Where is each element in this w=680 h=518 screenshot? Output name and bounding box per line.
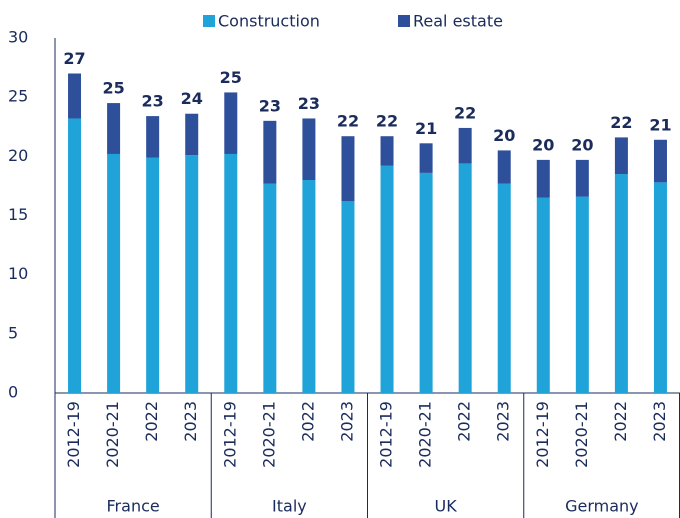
y-tick-label: 30 <box>8 28 28 47</box>
bar-segment <box>107 153 121 393</box>
total-label: 22 <box>454 103 476 122</box>
total-label: 20 <box>532 135 554 154</box>
bar-segment <box>653 139 667 183</box>
y-tick-label: 20 <box>8 146 28 165</box>
x-tick-label: 2022 <box>611 401 630 442</box>
group-label: Germany <box>565 497 639 516</box>
bar-segment <box>497 183 511 393</box>
x-tick-label: 2012-19 <box>533 401 552 468</box>
y-tick-label: 10 <box>8 264 28 283</box>
total-label: 22 <box>337 112 359 131</box>
bar-segment <box>224 92 238 154</box>
bar-segment <box>107 103 121 154</box>
total-label: 23 <box>142 92 164 111</box>
total-label: 21 <box>649 115 671 134</box>
y-tick-label: 5 <box>8 323 18 342</box>
total-label: 25 <box>102 79 124 98</box>
total-label: 20 <box>493 126 515 145</box>
group-label: France <box>107 497 160 516</box>
x-tick-label: 2022 <box>142 401 161 442</box>
x-tick-label: 2020-21 <box>103 401 122 468</box>
bar-segment <box>302 180 316 393</box>
bar-segment <box>575 196 589 393</box>
y-tick-label: 25 <box>8 87 28 106</box>
x-tick-label: 2012-19 <box>377 401 396 468</box>
bar-segment <box>302 118 316 180</box>
x-tick-label: 2012-19 <box>220 401 239 468</box>
bar-segment <box>341 136 355 202</box>
x-tick-label: 2020-21 <box>259 401 278 468</box>
bar-segment <box>68 73 82 119</box>
x-tick-label: 2023 <box>337 401 356 442</box>
bar-segment <box>653 182 667 393</box>
total-label: 24 <box>181 89 203 108</box>
bar-segment <box>185 155 199 393</box>
bar-segment <box>536 159 550 198</box>
bar-segment <box>536 197 550 393</box>
bar-segment <box>419 172 433 393</box>
bar-segment <box>224 153 238 393</box>
total-label: 27 <box>63 49 85 68</box>
x-tick-label: 2020-21 <box>416 401 435 468</box>
bar-segment <box>458 163 472 393</box>
total-label: 21 <box>415 119 437 138</box>
total-label: 22 <box>610 113 632 132</box>
y-tick-label: 0 <box>8 383 18 402</box>
x-tick-label: 2012-19 <box>64 401 83 468</box>
bar-segment <box>146 157 160 393</box>
x-tick-label: 2022 <box>455 401 474 442</box>
legend-label: Construction <box>218 12 320 31</box>
bar-segment <box>380 165 394 393</box>
bar-segment <box>614 174 628 393</box>
y-tick-label: 15 <box>8 205 28 224</box>
bar-segment <box>497 150 511 184</box>
x-tick-label: 2022 <box>298 401 317 442</box>
bar-segment <box>419 143 433 173</box>
total-label: 22 <box>376 112 398 131</box>
x-tick-label: 2023 <box>494 401 513 442</box>
total-label: 23 <box>259 96 281 115</box>
total-label: 23 <box>298 94 320 113</box>
total-label: 25 <box>220 68 242 87</box>
bar-segment <box>68 118 82 393</box>
group-label: UK <box>435 497 458 516</box>
bar-segment <box>263 120 277 184</box>
bar-segment <box>575 159 589 197</box>
x-tick-label: 2020-21 <box>572 401 591 468</box>
bar-segment <box>263 183 277 393</box>
x-tick-label: 2023 <box>650 401 669 442</box>
bar-segment <box>185 113 199 156</box>
bar-segment <box>341 201 355 393</box>
group-label: Italy <box>272 497 307 516</box>
total-label: 20 <box>571 135 593 154</box>
legend-swatch <box>398 15 410 27</box>
legend-label: Real estate <box>413 12 503 31</box>
bar-segment <box>146 116 160 158</box>
x-tick-label: 2023 <box>181 401 200 442</box>
bar-segment <box>380 136 394 166</box>
bar-segment <box>458 127 472 164</box>
bar-segment <box>614 137 628 175</box>
legend-swatch <box>203 15 215 27</box>
